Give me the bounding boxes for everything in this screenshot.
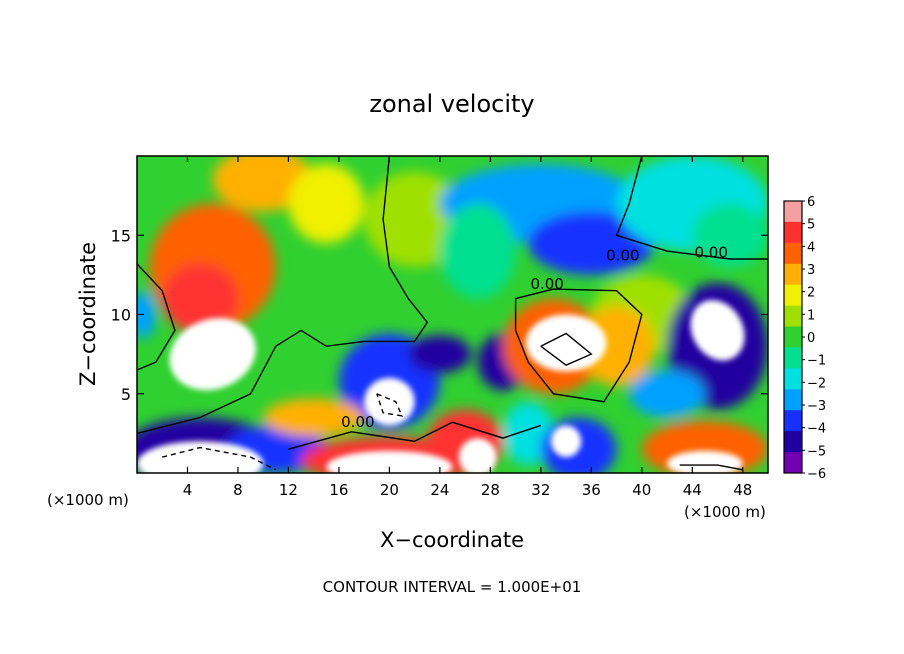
- field-region: [137, 290, 156, 339]
- x-tick-label: 48: [733, 481, 752, 499]
- colorbar-label: −5: [807, 444, 826, 459]
- colorbar-label: −1: [807, 354, 826, 369]
- field-saturated-region: [690, 300, 745, 361]
- y-tick-label: 5: [121, 385, 131, 404]
- colorbar-swatch: [784, 201, 802, 223]
- colorbar-swatch: [784, 305, 802, 328]
- contour-line: [162, 446, 277, 471]
- colorbar-swatch: [784, 347, 802, 369]
- field-region: [692, 203, 768, 267]
- contour-lines: [137, 156, 768, 471]
- colorbar-label: −4: [807, 422, 826, 437]
- field-region: [629, 369, 705, 418]
- x-tick-label: 8: [233, 481, 243, 499]
- colorbar-label: −3: [807, 399, 826, 414]
- field-saturated-region: [458, 438, 497, 473]
- contour-line: [376, 393, 404, 417]
- heatmap-field: [137, 156, 768, 473]
- field-saturated-region: [525, 314, 607, 372]
- colorbar-swatch: [784, 263, 802, 286]
- contour-label: 0.00: [606, 247, 639, 265]
- x-tick-label: 16: [329, 481, 348, 499]
- field-region: [162, 263, 238, 334]
- colorbar-label: −2: [807, 376, 826, 391]
- y-tick-label: 10: [111, 306, 131, 325]
- x-tick-label: 20: [380, 481, 399, 499]
- x-tick-label: 36: [582, 481, 601, 499]
- colorbar-swatch: [784, 452, 802, 474]
- colorbar-swatch: [784, 410, 802, 432]
- contour-line: [137, 263, 176, 371]
- field-region: [288, 163, 365, 244]
- colorbar-label: 2: [807, 286, 815, 301]
- colorbar-swatch: [784, 284, 802, 307]
- colorbar-swatch: [784, 242, 802, 265]
- colorbar-swatch: [784, 368, 802, 390]
- colorbar-swatch: [784, 431, 802, 453]
- contour-label: 0.00: [341, 413, 374, 431]
- colorbar-label: 0: [807, 331, 815, 346]
- field-saturated-region: [137, 441, 264, 473]
- contour-labels: 0.00 0.00 0.00 0.00: [341, 243, 728, 431]
- contour-line: [679, 464, 743, 471]
- contour-line: [137, 156, 429, 435]
- contour-line: [288, 421, 542, 450]
- colorbar-label: 5: [807, 218, 815, 233]
- field-region: [364, 171, 466, 267]
- contour-line: [514, 288, 643, 403]
- colorbar-swatch: [784, 389, 802, 411]
- field-region: [408, 335, 472, 374]
- contour-label: 0.00: [695, 243, 728, 261]
- x-tick-label: 4: [183, 481, 193, 499]
- x-axis: 4 8 12 16 20 24 28 32 36 40 44 48: [183, 156, 752, 499]
- colorbar-label: 6: [807, 195, 815, 210]
- field-region: [439, 203, 516, 299]
- x-tick-label: 12: [279, 481, 298, 499]
- colorbar-label: −6: [807, 467, 826, 482]
- y-axis: 5 10 15: [111, 226, 768, 404]
- x-axis-label: X−coordinate: [380, 528, 524, 552]
- contour-line: [615, 156, 768, 260]
- field-region: [263, 398, 365, 437]
- colorbar-label: 1: [807, 308, 815, 323]
- colorbar-label: 3: [807, 263, 815, 278]
- field-region: [502, 401, 554, 466]
- contour-line: [540, 332, 593, 367]
- chart-title: zonal velocity: [369, 90, 534, 118]
- colorbar-swatch: [784, 221, 802, 244]
- y-axis-label: Z−coordinate: [76, 242, 100, 386]
- field-saturated-region: [667, 450, 743, 473]
- x-unit-left: (×1000 m): [47, 491, 129, 509]
- y-tick-label: 15: [111, 226, 131, 245]
- contour-label: 0.00: [530, 275, 563, 293]
- contour-interval-note: CONTOUR INTERVAL = 1.000E+01: [323, 578, 582, 596]
- field-saturated-region: [169, 318, 256, 391]
- colorbar-swatch: [784, 326, 802, 348]
- field-region: [528, 211, 655, 275]
- colorbar: 6 5 4 3 2 1 0 −1 −2 −3 −4 −5 −6: [783, 195, 826, 482]
- colorbar-label: 4: [807, 240, 815, 255]
- field-region: [212, 156, 314, 212]
- x-tick-label: 24: [430, 481, 449, 499]
- field-saturated-region: [550, 425, 582, 458]
- x-tick-label: 32: [531, 481, 550, 499]
- x-tick-label: 44: [683, 481, 702, 499]
- x-tick-label: 40: [632, 481, 651, 499]
- field-saturated-region: [364, 377, 415, 426]
- field-saturated-region: [326, 450, 453, 473]
- x-unit-right: (×1000 m): [684, 503, 766, 521]
- x-tick-label: 28: [481, 481, 500, 499]
